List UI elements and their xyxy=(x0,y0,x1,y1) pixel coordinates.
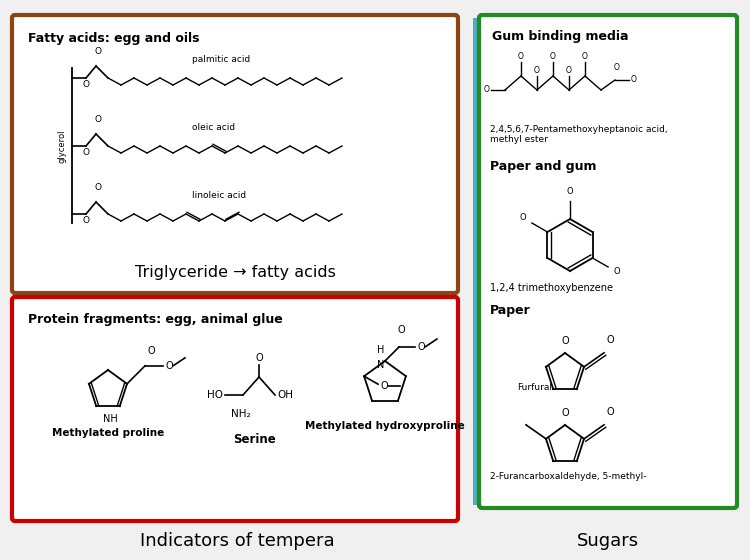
Text: O: O xyxy=(380,381,388,391)
FancyBboxPatch shape xyxy=(12,297,458,521)
Text: O: O xyxy=(518,52,524,61)
Text: Gum binding media: Gum binding media xyxy=(492,30,628,43)
Text: O: O xyxy=(82,216,89,225)
Text: O: O xyxy=(606,335,613,345)
Text: Triglyceride → fatty acids: Triglyceride → fatty acids xyxy=(134,265,335,280)
Text: 2,4,5,6,7-Pentamethoxyheptanoic acid,
methyl ester: 2,4,5,6,7-Pentamethoxyheptanoic acid, me… xyxy=(490,125,668,144)
FancyBboxPatch shape xyxy=(12,15,458,293)
Text: oleic acid: oleic acid xyxy=(192,123,236,132)
Text: palmitic acid: palmitic acid xyxy=(192,55,250,64)
Text: Methylated hydroxyproline: Methylated hydroxyproline xyxy=(305,421,465,431)
Text: O: O xyxy=(483,86,489,95)
Text: Paper: Paper xyxy=(490,304,531,317)
Text: O: O xyxy=(82,148,89,157)
Text: NH: NH xyxy=(103,414,117,424)
Text: O: O xyxy=(550,52,556,61)
Text: Methylated proline: Methylated proline xyxy=(52,428,164,438)
Text: 2-Furancarboxaldehyde, 5-methyl-: 2-Furancarboxaldehyde, 5-methyl- xyxy=(490,472,646,481)
Text: O: O xyxy=(520,213,526,222)
Text: HO: HO xyxy=(207,390,223,400)
Text: NH₂: NH₂ xyxy=(231,409,251,419)
Text: O: O xyxy=(561,408,568,418)
Text: Furfural: Furfural xyxy=(517,383,552,392)
Text: 1,2,4 trimethoxybenzene: 1,2,4 trimethoxybenzene xyxy=(490,283,613,293)
Text: O: O xyxy=(82,80,89,89)
Text: glycerol: glycerol xyxy=(58,129,67,163)
Text: O: O xyxy=(606,407,613,417)
Text: O: O xyxy=(94,115,101,124)
Text: O: O xyxy=(561,336,568,346)
Text: O: O xyxy=(255,353,262,363)
Text: O: O xyxy=(94,47,101,56)
Text: O: O xyxy=(147,346,154,356)
Text: O: O xyxy=(165,361,172,371)
FancyBboxPatch shape xyxy=(479,15,737,508)
Text: N: N xyxy=(377,360,385,370)
Text: OH: OH xyxy=(277,390,293,400)
Text: Indicators of tempera: Indicators of tempera xyxy=(140,532,334,550)
Text: H: H xyxy=(377,345,385,355)
Text: Fatty acids: egg and oils: Fatty acids: egg and oils xyxy=(28,32,200,45)
Text: Paper and gum: Paper and gum xyxy=(490,160,596,173)
Text: O: O xyxy=(582,52,588,61)
Text: Serine: Serine xyxy=(234,433,276,446)
Text: O: O xyxy=(567,186,573,195)
Bar xyxy=(473,18,482,505)
Text: linoleic acid: linoleic acid xyxy=(192,191,246,200)
Text: O: O xyxy=(534,66,540,75)
Text: O: O xyxy=(614,63,620,72)
Text: O: O xyxy=(566,66,572,75)
Text: O: O xyxy=(631,76,637,85)
Text: O: O xyxy=(614,268,620,277)
Text: Sugars: Sugars xyxy=(577,532,639,550)
Text: Protein fragments: egg, animal glue: Protein fragments: egg, animal glue xyxy=(28,313,283,326)
Text: O: O xyxy=(417,342,424,352)
Text: O: O xyxy=(94,183,101,192)
Text: O: O xyxy=(398,325,405,335)
